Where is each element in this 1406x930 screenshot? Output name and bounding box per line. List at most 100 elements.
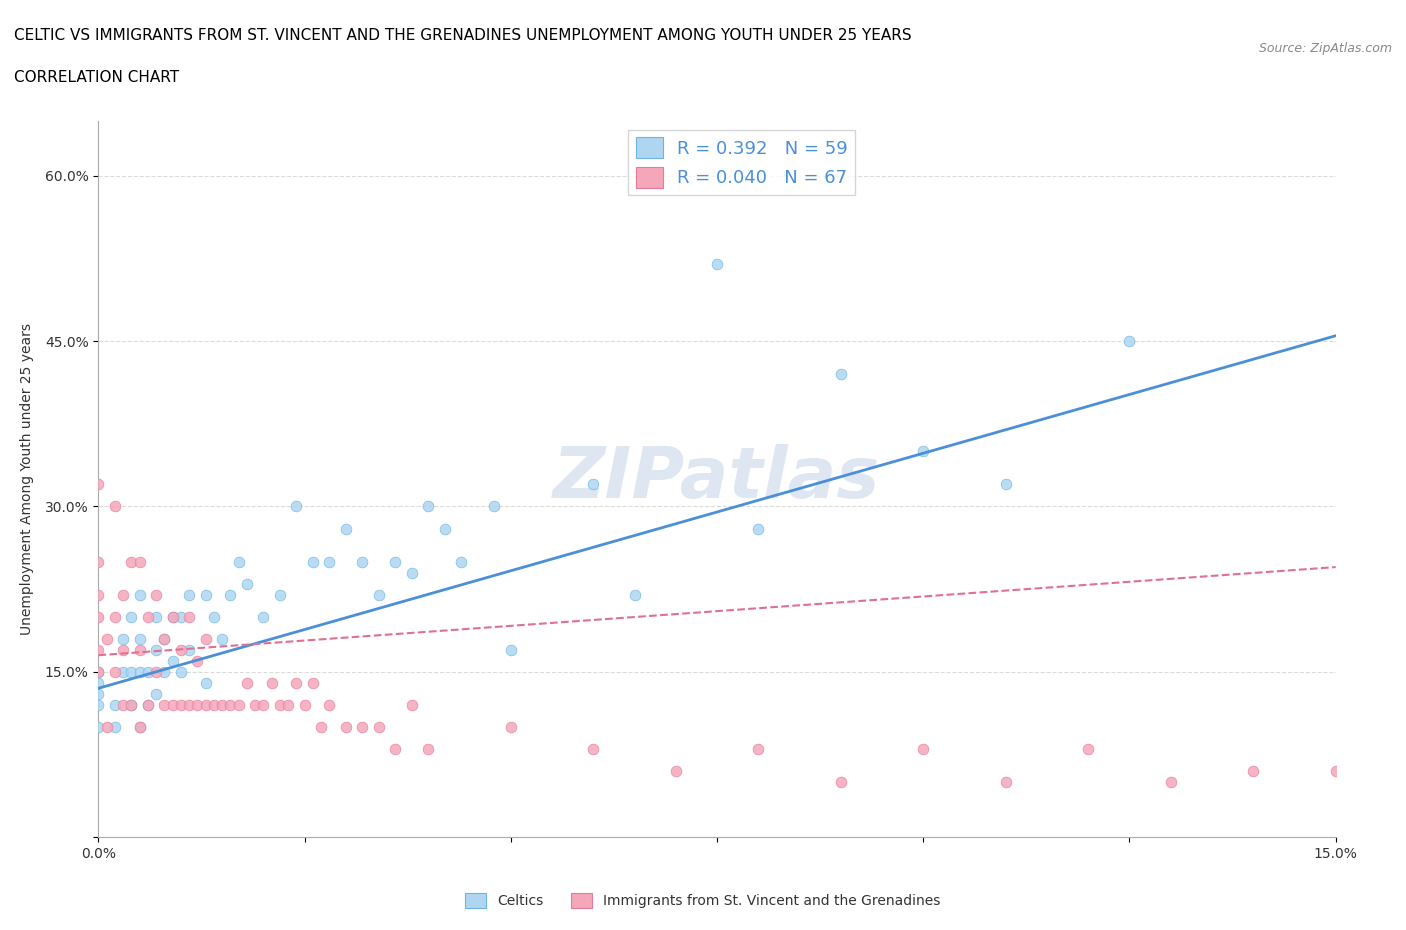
Point xyxy=(260,675,283,690)
Text: CELTIC VS IMMIGRANTS FROM ST. VINCENT AND THE GRENADINES UNEMPLOYMENT AMONG YOUT: CELTIC VS IMMIGRANTS FROM ST. VINCENT AN… xyxy=(14,28,911,43)
Point xyxy=(145,587,167,602)
Point xyxy=(335,521,357,536)
Point xyxy=(112,643,135,658)
Point xyxy=(384,741,406,756)
Point xyxy=(912,741,935,756)
Point xyxy=(219,587,242,602)
Point xyxy=(179,698,201,712)
Point xyxy=(302,554,325,569)
Point xyxy=(499,720,522,735)
Point xyxy=(706,257,728,272)
Point xyxy=(128,554,150,569)
Point xyxy=(211,698,233,712)
Point xyxy=(87,675,110,690)
Point xyxy=(96,631,118,646)
Point xyxy=(104,609,127,624)
Point xyxy=(136,698,159,712)
Point xyxy=(112,664,135,679)
Point xyxy=(219,698,242,712)
Point xyxy=(87,686,110,701)
Point xyxy=(433,521,456,536)
Point xyxy=(145,686,167,701)
Point xyxy=(418,499,440,514)
Point xyxy=(401,698,423,712)
Point xyxy=(401,565,423,580)
Point xyxy=(243,698,266,712)
Point xyxy=(153,698,176,712)
Point xyxy=(252,609,274,624)
Point xyxy=(285,499,308,514)
Point xyxy=(120,664,142,679)
Text: ZIPatlas: ZIPatlas xyxy=(554,445,880,513)
Point xyxy=(145,609,167,624)
Point xyxy=(582,477,605,492)
Point xyxy=(194,587,217,602)
Point xyxy=(162,653,184,668)
Point xyxy=(269,587,291,602)
Point xyxy=(136,609,159,624)
Point xyxy=(228,698,250,712)
Y-axis label: Unemployment Among Youth under 25 years: Unemployment Among Youth under 25 years xyxy=(20,323,34,635)
Point xyxy=(186,653,208,668)
Point xyxy=(335,720,357,735)
Point xyxy=(120,698,142,712)
Point xyxy=(170,609,193,624)
Point xyxy=(153,664,176,679)
Point xyxy=(128,664,150,679)
Point xyxy=(450,554,472,569)
Point xyxy=(202,609,225,624)
Point xyxy=(128,720,150,735)
Point xyxy=(120,554,142,569)
Point xyxy=(179,609,201,624)
Point xyxy=(202,698,225,712)
Point xyxy=(87,554,110,569)
Point xyxy=(418,741,440,756)
Point xyxy=(352,554,374,569)
Point xyxy=(499,643,522,658)
Point xyxy=(104,698,127,712)
Point xyxy=(384,554,406,569)
Point xyxy=(309,720,332,735)
Point xyxy=(302,675,325,690)
Point xyxy=(87,587,110,602)
Point xyxy=(352,720,374,735)
Point xyxy=(747,521,769,536)
Point xyxy=(179,643,201,658)
Point xyxy=(104,499,127,514)
Point xyxy=(252,698,274,712)
Point xyxy=(120,609,142,624)
Point xyxy=(194,675,217,690)
Point xyxy=(318,554,340,569)
Point xyxy=(582,741,605,756)
Point xyxy=(236,577,259,591)
Point xyxy=(318,698,340,712)
Point xyxy=(87,664,110,679)
Point xyxy=(120,698,142,712)
Point xyxy=(87,643,110,658)
Point xyxy=(87,664,110,679)
Point xyxy=(87,609,110,624)
Point xyxy=(1324,764,1347,778)
Text: CORRELATION CHART: CORRELATION CHART xyxy=(14,70,179,85)
Point xyxy=(96,720,118,735)
Point xyxy=(623,587,645,602)
Point xyxy=(112,698,135,712)
Point xyxy=(294,698,316,712)
Point xyxy=(104,720,127,735)
Point xyxy=(128,720,150,735)
Point xyxy=(136,698,159,712)
Point xyxy=(145,664,167,679)
Point xyxy=(87,698,110,712)
Point xyxy=(170,643,193,658)
Point xyxy=(136,664,159,679)
Point xyxy=(1160,775,1182,790)
Point xyxy=(747,741,769,756)
Point xyxy=(367,720,389,735)
Point xyxy=(128,643,150,658)
Point xyxy=(665,764,688,778)
Legend: Celtics, Immigrants from St. Vincent and the Grenadines: Celtics, Immigrants from St. Vincent and… xyxy=(460,888,946,914)
Point xyxy=(128,587,150,602)
Point xyxy=(269,698,291,712)
Point xyxy=(367,587,389,602)
Point xyxy=(830,366,852,381)
